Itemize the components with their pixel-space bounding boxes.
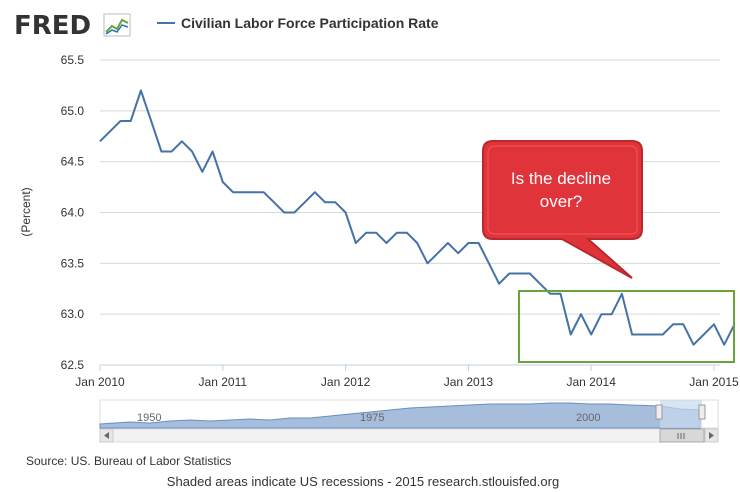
navigator-selected-range[interactable] bbox=[660, 400, 702, 428]
callout-highlight bbox=[487, 145, 638, 235]
logo-graph-icon bbox=[103, 13, 131, 37]
callout-text-line-1: Is the decline bbox=[511, 169, 611, 188]
legend[interactable]: Civilian Labor Force Participation Rate bbox=[157, 15, 439, 31]
legend-label: Civilian Labor Force Participation Rate bbox=[181, 15, 439, 31]
callout-bubble bbox=[482, 140, 643, 279]
callout: Is the decline over? bbox=[482, 140, 643, 279]
callout-text-line-2: over? bbox=[540, 192, 583, 211]
navigator-label-1975: 1975 bbox=[360, 412, 384, 424]
navigator-label-2000: 2000 bbox=[576, 412, 600, 424]
y-axis-label: (Percent) bbox=[19, 187, 33, 236]
y-axis-ticks: 62.5 63.0 63.5 64.0 64.5 65.0 65.5 bbox=[61, 53, 85, 372]
scrollbar-thumb[interactable] bbox=[659, 428, 705, 443]
arrow-left-icon bbox=[104, 432, 109, 439]
navigator-left-handle[interactable] bbox=[655, 404, 663, 420]
y-tick-label: 63.0 bbox=[61, 307, 85, 321]
y-tick-label: 65.0 bbox=[61, 104, 85, 118]
x-tick-label: Jan 2014 bbox=[567, 375, 617, 389]
x-tick-label: Jan 2010 bbox=[75, 375, 125, 389]
y-tick-label: 63.5 bbox=[61, 256, 85, 270]
highlight-box bbox=[518, 290, 735, 363]
y-tick-label: 65.5 bbox=[61, 53, 85, 67]
logo-text: FRED bbox=[14, 11, 91, 41]
fred-logo[interactable]: FRED bbox=[14, 11, 131, 41]
arrow-right-icon bbox=[709, 432, 714, 439]
y-tick-label: 64.5 bbox=[61, 155, 85, 169]
navigator-label-1950: 1950 bbox=[137, 412, 161, 424]
navigator-right-handle[interactable] bbox=[698, 404, 706, 420]
grip-icon bbox=[677, 433, 685, 439]
x-tick-label: Jan 2013 bbox=[444, 375, 494, 389]
x-tick-label: Jan 2011 bbox=[199, 375, 248, 389]
source-text: Source: US. Bureau of Labor Statistics bbox=[26, 454, 231, 468]
scrollbar-track[interactable] bbox=[99, 428, 719, 443]
footer-text: Shaded areas indicate US recessions - 20… bbox=[167, 474, 559, 489]
x-axis-ticks: Jan 2010 Jan 2011 Jan 2012 Jan 2013 Jan 2014… bbox=[75, 365, 739, 389]
scrollbar[interactable] bbox=[99, 428, 719, 443]
navigator[interactable]: 1950 1975 2000 bbox=[99, 399, 719, 429]
navigator-series-area bbox=[99, 402, 701, 429]
y-tick-label: 64.0 bbox=[61, 206, 85, 220]
series-line-civilian-labor-force-participation-rate[interactable] bbox=[99, 89, 736, 346]
x-tick-label: Jan 2012 bbox=[321, 375, 371, 389]
y-tick-label: 62.5 bbox=[61, 358, 85, 372]
x-tick-label: Jan 2015 bbox=[689, 375, 739, 389]
